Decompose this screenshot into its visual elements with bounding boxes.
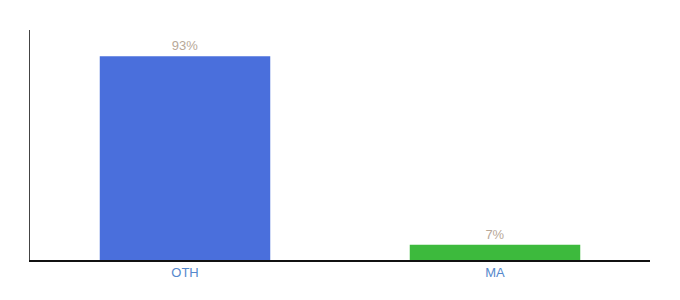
svg-text:93%: 93% (172, 38, 198, 53)
svg-text:OTH: OTH (171, 265, 198, 280)
svg-text:MA: MA (485, 265, 505, 280)
svg-text:7%: 7% (485, 227, 504, 242)
